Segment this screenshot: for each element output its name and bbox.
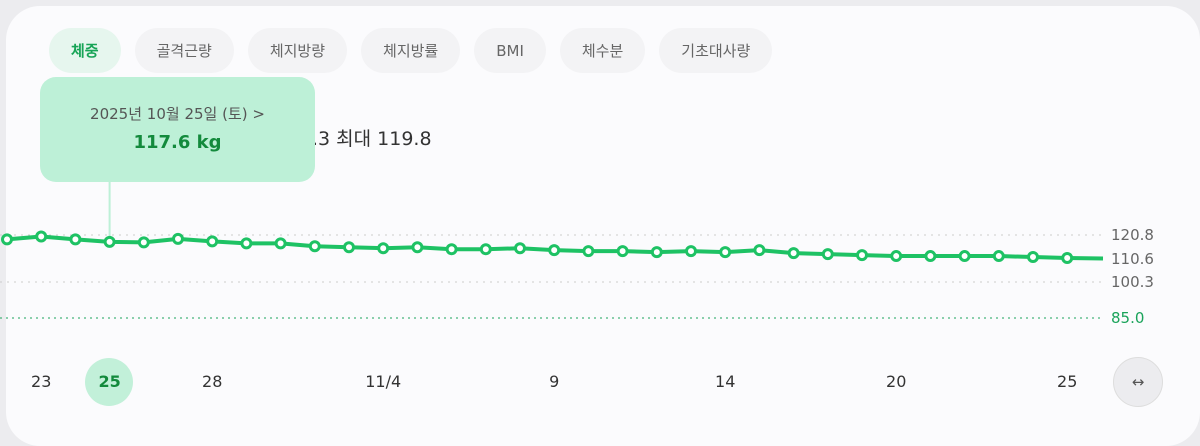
x-tick-label[interactable]: 28 [202,372,223,391]
data-point [1,233,13,246]
x-tick-label[interactable]: 9 [549,372,560,391]
data-point [616,245,629,258]
data-point [924,250,937,263]
data-point [377,242,390,255]
data-point [582,245,595,258]
data-point [548,244,561,257]
selected-date-marker [85,358,133,406]
weight-chart[interactable] [0,0,1200,437]
data-point [35,230,48,243]
y-tick-label: 100.3 [1111,273,1154,291]
data-point [240,237,253,250]
x-tick-label[interactable]: 25 [1057,372,1078,391]
tab-body-fat-rate[interactable]: 체지방률 [361,28,461,73]
x-tick-label[interactable]: 20 [886,372,907,391]
x-tick-label[interactable]: 14 [715,372,736,391]
tab-body-fat-mass[interactable]: 체지방량 [247,28,348,73]
x-tick-label[interactable]: 23 [31,372,52,391]
y-tick-label: 110.6 [1111,250,1154,268]
goal-label: 85.0 [1111,309,1145,327]
y-tick-label: 120.8 [1111,226,1154,244]
min-max-summary: .3 최대 119.8 [312,128,432,150]
expand-icon[interactable]: ↔ [1113,357,1163,407]
tab-body-water[interactable]: 체수분 [559,28,646,73]
tab-bmi[interactable]: BMI [474,28,546,73]
tooltip-date[interactable]: 2025년 10월 25일 (토) > [90,105,265,123]
x-tick-label[interactable]: 25 [98,372,121,391]
data-point [753,244,766,257]
metric-tabs: 체중 골격근량 체지방량 체지방률 BMI 체수분 기초대사량 [49,28,773,73]
data-point [992,250,1005,263]
tab-skeletal-muscle[interactable]: 골격근량 [134,28,234,73]
data-point [685,245,697,258]
data-point [411,241,424,254]
data-point [479,243,492,256]
data-point [958,250,971,263]
data-point [821,248,834,261]
data-point [69,233,82,246]
data-point [1027,251,1039,264]
data-point [445,243,458,256]
data-point [787,247,800,260]
tooltip-value: 117.6 kg [133,132,222,153]
data-point [103,235,116,248]
data-tooltip[interactable]: 2025년 10월 25일 (토) > 117.6 kg [40,77,315,182]
data-point [1061,252,1074,265]
data-point [137,236,150,249]
data-point [343,241,355,254]
x-tick-label[interactable]: 11/4 [365,372,402,391]
data-point [172,232,184,245]
data-point [890,250,903,263]
data-point [308,240,321,253]
data-point [719,246,732,259]
tab-bmr[interactable]: 기초대사량 [659,28,773,73]
data-point [856,249,868,262]
data-point [514,242,526,255]
data-point [274,237,287,250]
data-point [650,246,663,259]
data-point [206,235,219,248]
tab-weight[interactable]: 체중 [49,28,121,73]
